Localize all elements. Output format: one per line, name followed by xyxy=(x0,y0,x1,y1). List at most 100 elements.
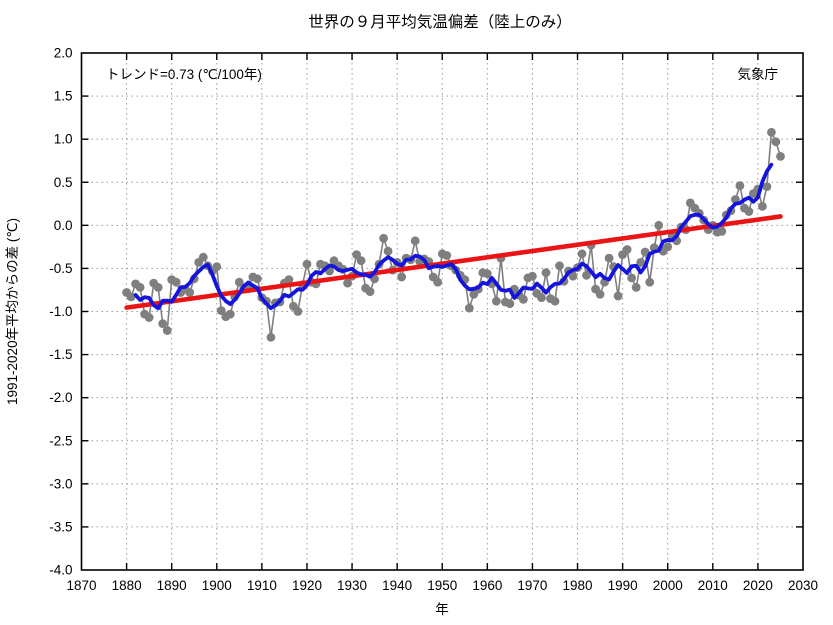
annual-dot xyxy=(627,273,636,283)
axis-ticks xyxy=(81,53,803,570)
annual-dot xyxy=(568,271,578,281)
y-tick-label: -3.5 xyxy=(49,519,72,534)
x-axis-label: 年 xyxy=(435,602,449,617)
annual-dot xyxy=(762,182,772,192)
annual-dot xyxy=(266,332,276,342)
grid-lines xyxy=(81,53,803,570)
annual-dot xyxy=(636,258,646,267)
y-tick-label: -2.5 xyxy=(49,433,72,448)
annual-dot xyxy=(464,303,474,313)
annual-dot xyxy=(234,277,244,287)
annual-dot xyxy=(640,247,650,257)
x-tick-label: 1960 xyxy=(472,578,502,593)
annual-dot xyxy=(410,236,420,246)
annual-dot xyxy=(216,306,226,315)
y-tick-label: -0.5 xyxy=(49,261,72,276)
annual-dot xyxy=(185,288,195,297)
annual-dot xyxy=(153,283,163,292)
annual-dot xyxy=(135,283,145,292)
y-tick-label: -2.0 xyxy=(49,390,72,405)
annual-dot xyxy=(645,277,655,287)
annual-dot xyxy=(171,277,181,287)
x-tick-label: 1970 xyxy=(517,578,547,593)
y-tick-label: 0.5 xyxy=(54,175,73,190)
annual-dot xyxy=(162,326,172,335)
x-tick-label: 2010 xyxy=(698,578,728,593)
y-tick-label: 2.0 xyxy=(54,46,73,61)
annual-dot xyxy=(767,127,776,137)
annual-dot xyxy=(352,250,361,259)
annual-dot xyxy=(356,256,366,266)
x-tick-label: 1910 xyxy=(247,578,277,593)
annual-dot xyxy=(225,309,235,319)
annual-dot xyxy=(577,249,587,259)
y-tick-label: -3.0 xyxy=(49,476,72,491)
y-tick-label: -4.0 xyxy=(49,563,72,578)
annual-series-dots xyxy=(122,127,785,342)
x-tick-label: 1920 xyxy=(292,578,322,593)
annual-dot xyxy=(505,299,515,309)
x-tick-label: 1890 xyxy=(157,578,187,593)
annual-dot xyxy=(528,271,537,281)
x-tick-label: 2020 xyxy=(743,578,773,593)
x-tick-label: 1990 xyxy=(608,578,638,593)
y-tick-label: -1.5 xyxy=(49,347,72,362)
annual-dot xyxy=(604,253,614,263)
annual-dot xyxy=(550,296,560,306)
annual-dot xyxy=(482,269,492,278)
y-tick-label: 1.5 xyxy=(54,89,73,104)
annual-dot xyxy=(537,293,546,303)
x-tick-label: 1870 xyxy=(66,578,96,593)
annual-dot xyxy=(582,270,591,280)
plot-frame xyxy=(80,52,804,571)
annual-series-line xyxy=(126,129,782,338)
annual-dot xyxy=(126,292,136,302)
annual-dot xyxy=(253,274,262,284)
x-tick-label: 1940 xyxy=(382,578,412,593)
trend-annotation: トレンド=0.73 (℃/100年) xyxy=(106,67,262,82)
annual-dot xyxy=(284,275,294,284)
annual-dot xyxy=(212,262,222,272)
trend-line xyxy=(124,214,783,310)
annual-dot xyxy=(365,287,375,297)
annual-dot xyxy=(442,251,452,260)
annual-dot xyxy=(595,289,605,299)
annual-dot xyxy=(555,261,564,271)
x-tick-label: 2000 xyxy=(653,578,683,593)
annual-dot xyxy=(492,296,501,306)
x-tick-label: 1880 xyxy=(112,578,142,593)
agency-label: 気象庁 xyxy=(738,67,779,82)
annual-dot xyxy=(654,220,664,230)
annual-dot xyxy=(744,207,754,216)
annual-dot xyxy=(379,233,388,243)
annual-dot xyxy=(541,268,551,278)
x-tick-label: 1980 xyxy=(563,578,593,593)
annual-dot xyxy=(631,283,641,292)
annual-dot xyxy=(622,245,632,254)
annual-dot xyxy=(397,272,407,282)
x-tick-label: 1900 xyxy=(202,578,232,593)
annual-dot xyxy=(144,313,154,322)
annual-dot xyxy=(158,319,168,328)
annual-dot xyxy=(383,246,393,256)
annual-dot xyxy=(663,242,673,252)
y-tick-label: -1.0 xyxy=(49,304,72,319)
annual-dot xyxy=(302,259,312,269)
data-series xyxy=(122,127,785,342)
annual-dot xyxy=(771,137,781,147)
annual-dot xyxy=(293,307,303,316)
annual-dot xyxy=(519,295,528,304)
annual-dot xyxy=(735,181,745,191)
chart-title: 世界の９月平均気温偏差（陸上のみ） xyxy=(308,13,572,31)
annual-dot xyxy=(343,278,352,288)
annual-dot xyxy=(613,291,623,301)
y-tick-label: 1.0 xyxy=(54,132,73,147)
annual-dot xyxy=(758,202,767,211)
running-mean-line xyxy=(133,162,774,311)
y-tick-label: 0.0 xyxy=(54,218,73,233)
annual-dot xyxy=(198,252,208,262)
x-tick-label: 1930 xyxy=(337,578,367,593)
x-tick-label: 2030 xyxy=(788,578,818,593)
